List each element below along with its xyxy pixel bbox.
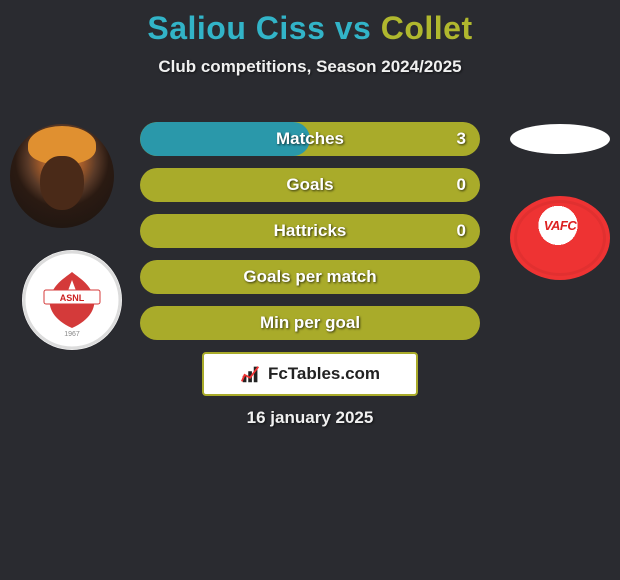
player-a-name: Saliou Ciss — [147, 10, 325, 46]
vafc-badge-text: VAFC — [510, 218, 610, 233]
asnl-badge-icon: ASNL 1967 — [22, 250, 122, 350]
stat-value: 3 — [457, 122, 466, 156]
stats-block: Matches3Goals0Hattricks0Goals per matchM… — [140, 122, 480, 352]
stat-label: Matches — [140, 122, 480, 156]
stat-row: Hattricks0 — [140, 214, 480, 248]
player-a-avatar — [10, 124, 114, 228]
stat-label: Min per goal — [140, 306, 480, 340]
site-name: FcTables.com — [268, 364, 380, 384]
player-b-club-badge: VAFC — [510, 196, 610, 280]
stat-label: Goals — [140, 168, 480, 202]
date-text: 16 january 2025 — [0, 408, 620, 428]
player-b-name: Collet — [381, 10, 473, 46]
stat-value: 0 — [457, 214, 466, 248]
stat-value: 0 — [457, 168, 466, 202]
player-a-club-badge: ASNL 1967 — [22, 250, 122, 350]
stat-row: Goals0 — [140, 168, 480, 202]
stat-row: Goals per match — [140, 260, 480, 294]
stat-row: Matches3 — [140, 122, 480, 156]
svg-text:ASNL: ASNL — [60, 293, 85, 303]
player-b-column: VAFC — [510, 124, 610, 280]
stat-row: Min per goal — [140, 306, 480, 340]
stat-label: Goals per match — [140, 260, 480, 294]
infographic-root: Saliou Ciss vs Collet Club competitions,… — [0, 0, 620, 580]
svg-text:1967: 1967 — [64, 331, 80, 338]
bar-chart-icon — [240, 363, 262, 385]
player-a-column: ASNL 1967 — [10, 124, 122, 350]
player-b-avatar — [510, 124, 610, 154]
headline: Saliou Ciss vs Collet — [0, 0, 620, 47]
subtitle: Club competitions, Season 2024/2025 — [0, 57, 620, 77]
vs-separator: vs — [325, 10, 380, 46]
site-badge[interactable]: FcTables.com — [202, 352, 418, 396]
stat-label: Hattricks — [140, 214, 480, 248]
